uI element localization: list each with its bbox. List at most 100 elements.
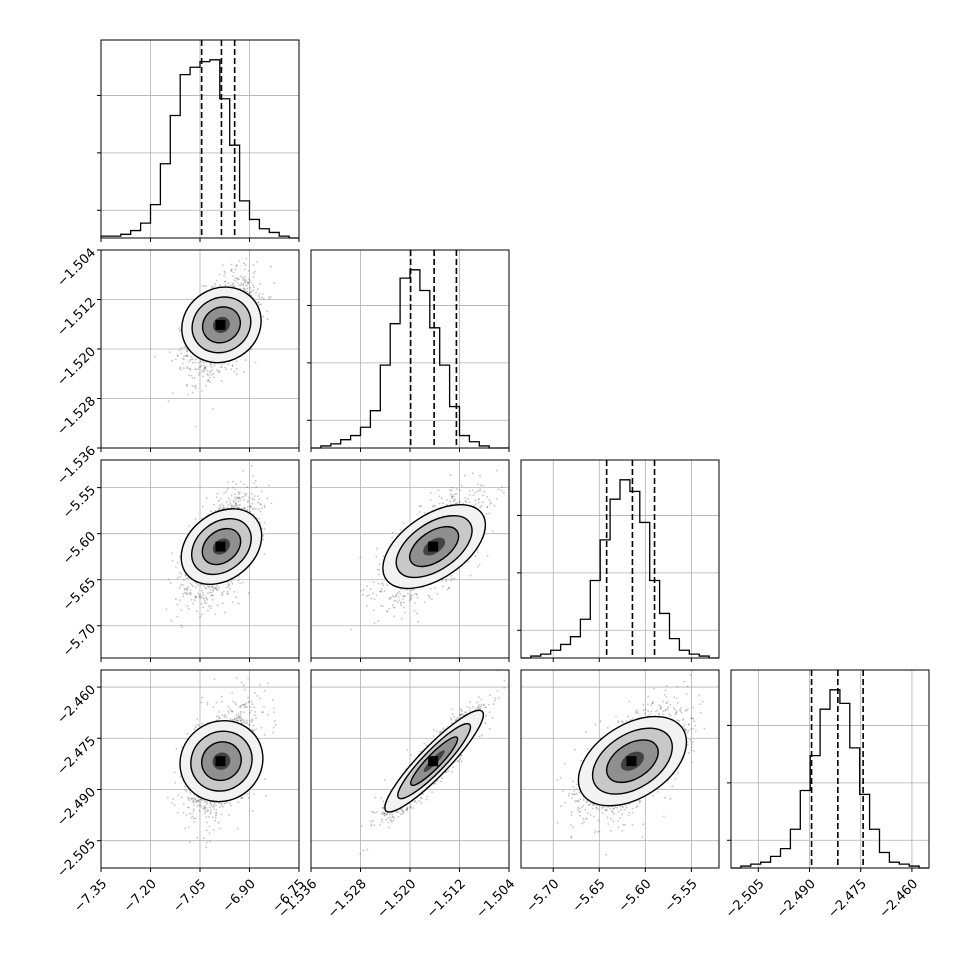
sample-point	[191, 361, 194, 364]
sample-point	[203, 361, 205, 364]
sample-point	[202, 592, 204, 594]
sample-point	[395, 600, 397, 602]
sample-point	[244, 268, 246, 271]
sample-point	[251, 502, 254, 505]
sample-point	[182, 584, 184, 586]
sample-point	[203, 594, 205, 597]
sample-point	[253, 286, 255, 289]
scatter-panel	[310, 459, 510, 662]
sample-point	[219, 284, 221, 287]
sample-point	[189, 589, 192, 591]
sample-point	[237, 602, 240, 605]
sample-point	[209, 362, 212, 365]
sample-point	[380, 588, 383, 590]
sample-point	[197, 374, 200, 376]
sample-point	[225, 490, 228, 493]
y-tick-label: −1.512	[54, 295, 99, 340]
sample-point	[455, 488, 458, 490]
sample-point	[202, 375, 205, 378]
sample-point	[203, 285, 206, 288]
sample-point	[222, 602, 224, 605]
sample-point	[450, 489, 453, 492]
sample-point	[258, 498, 261, 501]
sample-point	[438, 502, 441, 505]
sample-point	[206, 370, 209, 372]
sample-point	[171, 552, 173, 554]
sample-point	[429, 498, 432, 501]
sample-point	[212, 372, 215, 375]
sample-point	[225, 501, 228, 503]
sample-point	[170, 619, 173, 622]
sample-point	[230, 494, 233, 497]
sample-point	[267, 484, 270, 487]
sample-point	[472, 472, 474, 475]
sample-point	[205, 596, 208, 599]
sample-point	[167, 400, 170, 402]
sample-point	[190, 358, 193, 361]
sample-point	[445, 578, 448, 581]
sample-point	[236, 360, 238, 363]
sample-point	[469, 490, 471, 492]
sample-point	[231, 283, 234, 286]
sample-point	[474, 499, 477, 502]
sample-point	[503, 491, 505, 494]
sample-point	[202, 368, 205, 371]
sample-point	[212, 590, 215, 592]
sample-point	[270, 296, 272, 298]
histogram-step	[100, 59, 299, 239]
sample-point	[235, 368, 238, 370]
sample-point	[263, 504, 266, 507]
sample-point	[261, 507, 263, 510]
sample-point	[214, 282, 217, 285]
sample-point	[195, 425, 197, 428]
sample-point	[400, 617, 403, 620]
sample-point	[250, 492, 253, 495]
sample-point	[250, 465, 253, 467]
sample-point	[268, 297, 271, 300]
sample-point	[436, 593, 439, 595]
sample-point	[233, 279, 236, 281]
sample-point	[218, 370, 221, 372]
sample-point	[209, 607, 212, 610]
sample-point	[240, 282, 243, 285]
sample-point	[254, 361, 257, 364]
sample-point	[232, 486, 235, 489]
sample-point	[233, 497, 236, 499]
sample-point	[201, 390, 204, 392]
sample-point	[234, 280, 237, 282]
sample-point	[238, 493, 241, 495]
sample-point	[362, 589, 365, 591]
sample-point	[380, 604, 382, 607]
sample-point	[239, 275, 242, 278]
y-tick-label: −5.70	[60, 621, 99, 660]
sample-point	[244, 288, 247, 291]
sample-point	[200, 603, 203, 605]
sample-point	[185, 355, 188, 357]
sample-point	[210, 363, 213, 365]
y-tick-label: −1.536	[54, 443, 99, 488]
sample-point	[186, 349, 189, 352]
sample-point	[232, 282, 235, 285]
sample-point	[261, 292, 264, 295]
sample-point	[223, 281, 226, 283]
sample-point	[252, 284, 255, 287]
sample-point	[449, 474, 452, 477]
sample-point	[190, 598, 193, 601]
sample-point	[195, 586, 197, 589]
sample-point	[194, 387, 197, 390]
sample-point	[464, 496, 467, 499]
sample-point	[450, 579, 452, 582]
sample-point	[180, 369, 182, 371]
sample-point	[232, 271, 235, 274]
sample-point	[258, 293, 261, 295]
sample-point	[221, 503, 224, 505]
sample-point	[222, 264, 224, 266]
sample-point	[438, 495, 440, 497]
sample-point	[197, 584, 200, 587]
sample-point	[256, 495, 259, 498]
sample-point	[194, 368, 196, 371]
sample-point	[235, 265, 238, 268]
sample-point	[187, 608, 190, 610]
sample-point	[234, 493, 236, 496]
sample-point	[249, 505, 252, 508]
